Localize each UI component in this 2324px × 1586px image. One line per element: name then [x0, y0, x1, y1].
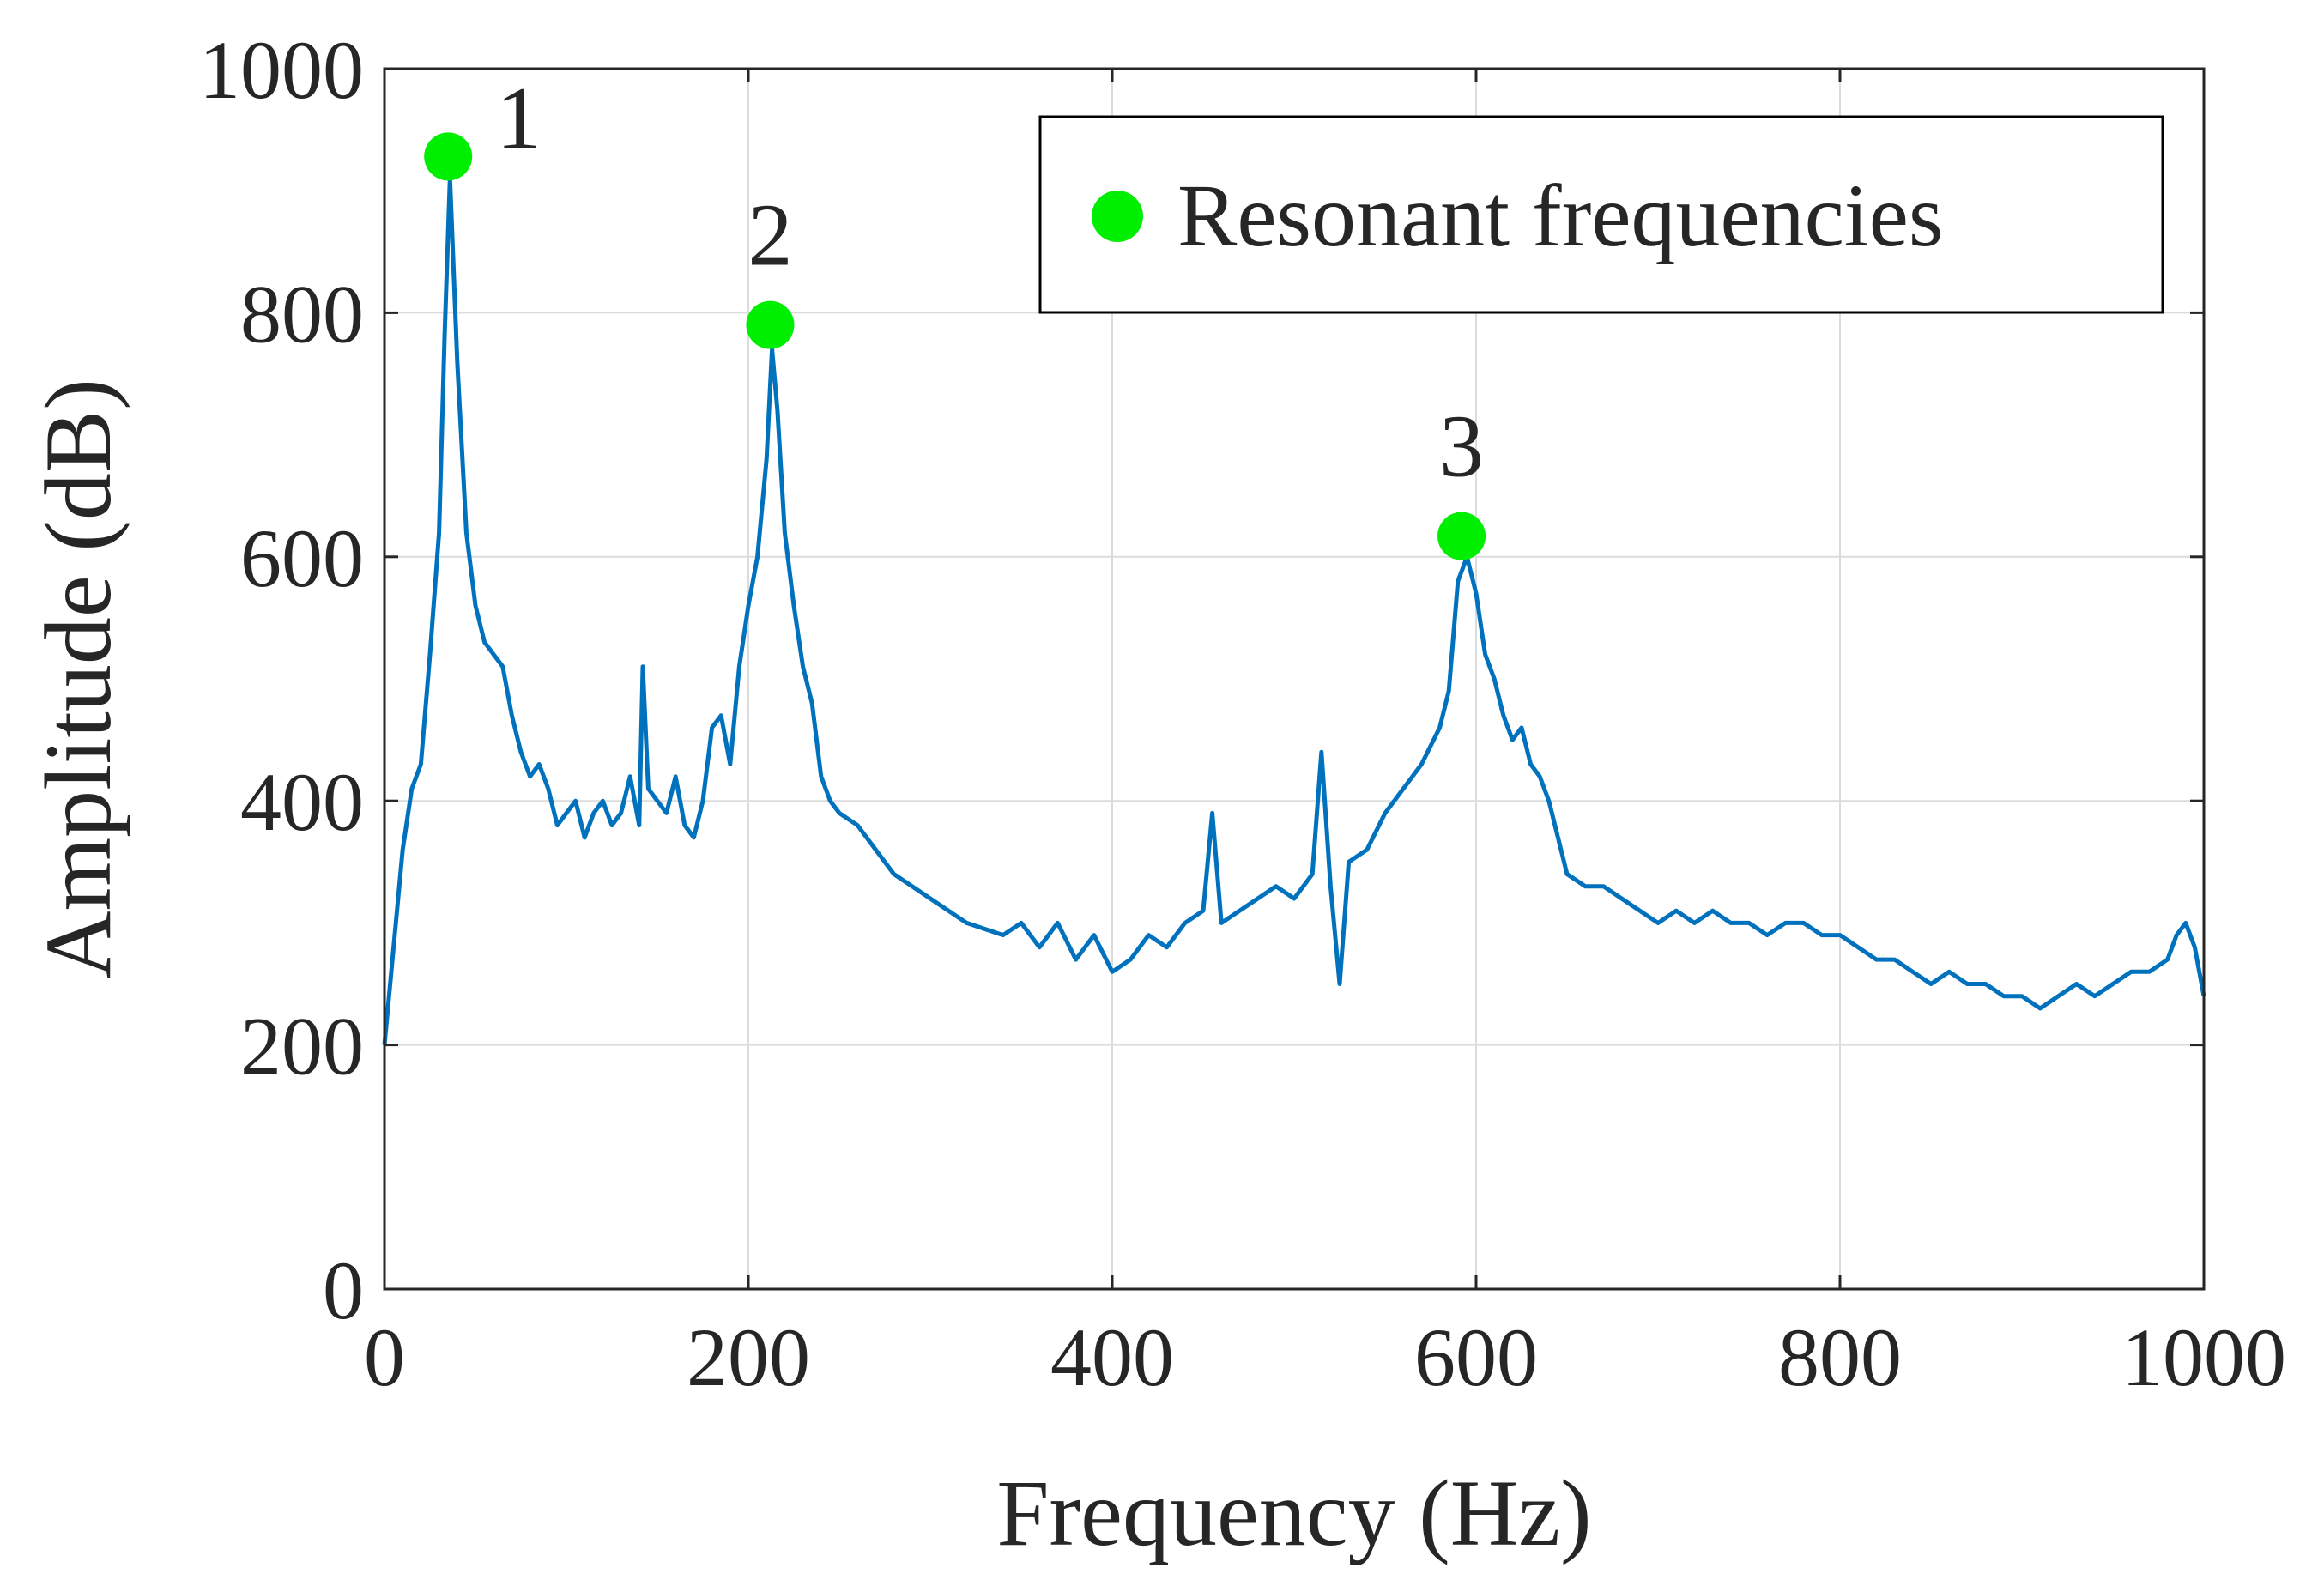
y-tick-label: 800: [240, 268, 364, 360]
y-tick-label: 1000: [199, 24, 364, 116]
series-line-amplitude: [382, 176, 2206, 1045]
legend-marker-icon: [1092, 191, 1143, 242]
x-tick-label: 1000: [2121, 1311, 2286, 1403]
peak-label-3: 3: [1439, 397, 1484, 496]
legend-label: Resonant frequencies: [1177, 166, 1943, 265]
legend: Resonant frequencies: [1038, 115, 2164, 314]
y-tick-label: 200: [240, 1001, 364, 1093]
y-tick-label: 0: [323, 1244, 364, 1336]
peak-marker-1: [424, 132, 473, 181]
axes-box: [383, 67, 2206, 1291]
peak-label-1: 1: [496, 69, 541, 167]
peak-label-2: 2: [747, 186, 792, 285]
axis-ticks: 0 200 400 600 800 1000 0 200 400 600 800 1000: [199, 24, 2286, 1403]
peak-markers: 1 2 3: [424, 69, 1486, 560]
x-axis-label: Frequency (Hz): [996, 1461, 1591, 1565]
x-tick-label: 600: [1414, 1311, 1538, 1403]
x-tick-label: 200: [687, 1311, 810, 1403]
peak-marker-3: [1437, 512, 1486, 560]
legend-box: [1038, 115, 2164, 314]
y-tick-label: 600: [240, 512, 364, 604]
y-axis-label: Amplitude (dB): [26, 378, 130, 979]
x-tick-label: 800: [1778, 1311, 1902, 1403]
peak-marker-2: [746, 300, 795, 349]
x-tick-label: 400: [1050, 1311, 1174, 1403]
x-tick-label: 0: [364, 1311, 405, 1403]
y-tick-label: 400: [240, 756, 364, 848]
